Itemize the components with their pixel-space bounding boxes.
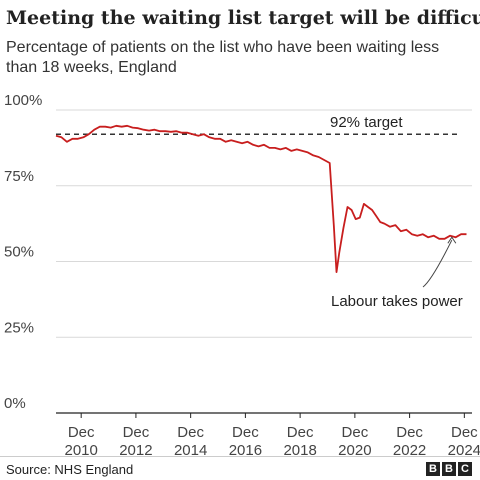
logo-letter-b1: B (426, 462, 440, 476)
x-tick-label-month: Dec (232, 424, 259, 441)
logo-letter-b2: B (442, 462, 456, 476)
annotation-label: Labour takes power (331, 293, 463, 310)
annotation-arrowhead (447, 236, 457, 244)
x-tick-label-month: Dec (177, 424, 204, 441)
x-tick-label-month: Dec (342, 424, 369, 441)
y-tick-label: 25% (4, 319, 34, 336)
x-tick-label-year: 2016 (229, 442, 262, 455)
y-tick-label: 75% (4, 168, 34, 185)
x-tick-label-month: Dec (287, 424, 314, 441)
x-tick-label-year: 2010 (64, 442, 97, 455)
source-note: Source: NHS England (6, 462, 134, 477)
footer-divider (0, 456, 480, 457)
line-chart: 92% target 0%25%50%75%100%Dec2010Dec2012… (4, 92, 480, 455)
bbc-logo: B B C (426, 462, 472, 476)
y-tick-label: 100% (4, 92, 42, 109)
x-tick-label-year: 2024 (448, 442, 480, 455)
y-tick-label: 50% (4, 244, 34, 261)
series-line-0 (55, 124, 467, 273)
target-label: 92% target (330, 114, 403, 131)
chart-subtitle: Percentage of patients on the list who h… (6, 39, 440, 76)
x-tick-label-month: Dec (123, 424, 150, 441)
x-tick-label-year: 2012 (119, 442, 152, 455)
logo-letter-c: C (458, 462, 472, 476)
x-tick-label-month: Dec (451, 424, 478, 441)
x-tick-label-year: 2020 (338, 442, 371, 455)
annotation-arrow (422, 239, 453, 288)
x-tick-label-year: 2018 (283, 442, 316, 455)
x-tick-label-month: Dec (396, 424, 423, 441)
x-tick-label-month: Dec (68, 424, 95, 441)
chart-title: Meeting the waiting list target will be … (6, 7, 480, 29)
x-tick-label-year: 2022 (393, 442, 426, 455)
x-tick-label-year: 2014 (174, 442, 207, 455)
y-tick-label: 0% (4, 395, 26, 412)
